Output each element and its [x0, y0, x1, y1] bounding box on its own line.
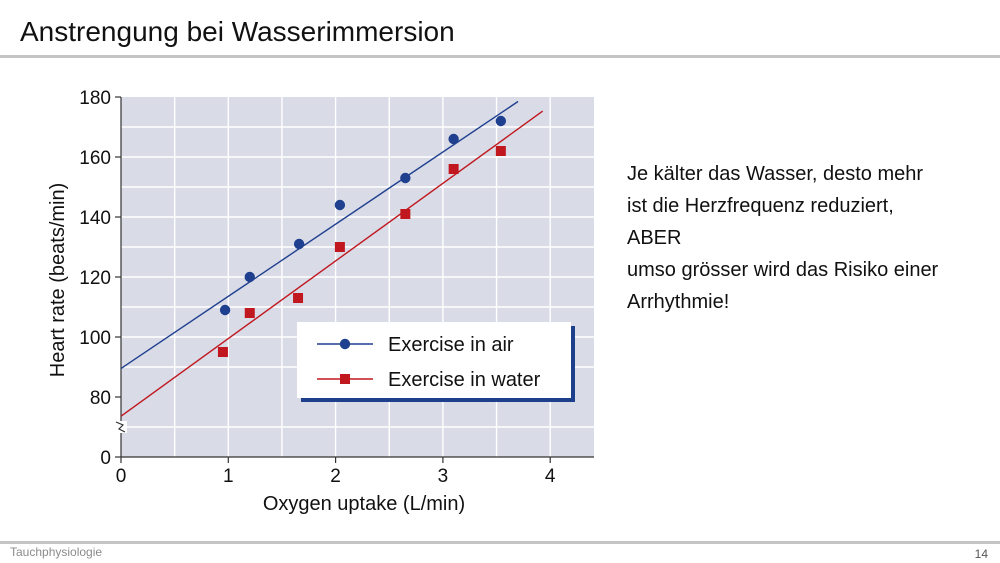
axis-break-marker: [115, 421, 126, 433]
data-point-water: [495, 146, 506, 156]
data-point-water: [244, 308, 255, 318]
data-point-water: [448, 164, 459, 174]
x-tick-label: 0: [116, 466, 127, 487]
data-point-air: [334, 199, 346, 211]
legend-label: Exercise in air: [388, 334, 514, 356]
legend-box: [297, 322, 571, 398]
y-tick-label: 80: [90, 388, 111, 409]
y-tick-label: 100: [79, 328, 111, 349]
body-line: ist die Herzfrequenz reduziert,: [627, 195, 894, 217]
y-axis-title: Heart rate (beats/min): [47, 183, 69, 378]
x-tick-label: 3: [438, 466, 449, 487]
y-tick-label: 140: [79, 208, 111, 229]
series-group: [120, 100, 544, 417]
data-point-air: [400, 172, 411, 184]
body-line: umso grösser wird das Risiko einer: [627, 259, 939, 281]
data-point-air: [495, 115, 507, 127]
legend-label: Exercise in water: [388, 369, 541, 391]
data-point-water: [217, 347, 228, 357]
x-tick-label: 2: [330, 466, 341, 487]
slide-body-text: Je kälter das Wasser, desto mehr ist die…: [627, 158, 987, 318]
body-line: ABER: [627, 227, 682, 249]
data-point-water: [400, 209, 411, 219]
data-point-air: [244, 271, 255, 283]
y-tick-label: 120: [79, 268, 111, 289]
body-line: Je kälter das Wasser, desto mehr: [627, 163, 924, 185]
title-divider: [0, 55, 1000, 58]
y-tick-label: 160: [79, 148, 111, 169]
x-tick-label: 4: [545, 466, 556, 487]
trend-line-water: [120, 110, 544, 417]
page-number: 14: [974, 547, 988, 561]
data-point-air: [448, 133, 459, 145]
x-axis-title: Oxygen uptake (L/min): [263, 493, 465, 515]
data-point-air: [293, 238, 305, 250]
data-point-water: [293, 293, 304, 303]
data-point-air: [219, 304, 231, 316]
body-line: Arrhythmie!: [627, 291, 730, 313]
y-tick-label: 0: [100, 448, 111, 469]
legend-marker-circle: [339, 338, 351, 350]
y-tick-label: 180: [79, 88, 111, 109]
footer-divider: [0, 541, 1000, 544]
x-tick-label: 1: [223, 466, 234, 487]
data-point-water: [334, 242, 345, 252]
slide-title: Anstrengung bei Wasserimmersion: [20, 16, 455, 47]
legend-marker-square: [340, 374, 350, 384]
trend-line-air: [120, 100, 519, 370]
footer-label: Tauchphysiologie: [10, 545, 103, 559]
